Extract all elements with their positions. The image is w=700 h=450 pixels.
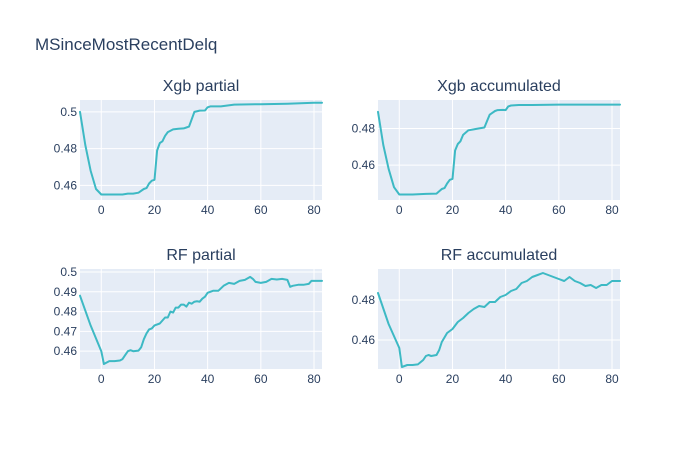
- y-tick-label: 0.47: [54, 324, 78, 338]
- y-tick-label: 0.48: [54, 142, 78, 156]
- x-tick-label: 80: [605, 203, 619, 217]
- series-line: [79, 101, 323, 196]
- plot-area: [80, 100, 322, 200]
- subplot-4: 0 20 40 60 80 0.46 0.48 RF accumulated: [352, 247, 621, 386]
- plot-area: [80, 269, 322, 369]
- subplot-1: 0 20 40 60 80 0.46 0.48 0.5 Xgb partial: [54, 78, 323, 217]
- x-tick-label: 60: [552, 203, 566, 217]
- subplot-title: Xgb accumulated: [437, 78, 561, 95]
- x-tick-label: 20: [446, 372, 460, 386]
- figure-title: MSinceMostRecentDelq: [35, 35, 217, 54]
- subplot-panels: 0 20 40 60 80 0.46 0.48 0.5 Xgb partial 0 20 40 60 80…: [54, 78, 621, 386]
- x-tick-label: 20: [148, 203, 162, 217]
- plot-area: [378, 100, 620, 200]
- x-tick-label: 60: [552, 372, 566, 386]
- y-tick-label: 0.5: [60, 265, 77, 279]
- x-tick-label: 40: [499, 203, 513, 217]
- x-tick-label: 80: [307, 203, 321, 217]
- subplot-title: RF partial: [166, 247, 235, 264]
- x-tick-label: 40: [499, 372, 513, 386]
- x-tick-label: 60: [254, 203, 268, 217]
- x-tick-label: 80: [307, 372, 321, 386]
- subplot-3: 0 20 40 60 80 0.46 0.47 0.48 0.49 0.5 RF partial: [54, 247, 323, 386]
- subplot-2: 0 20 40 60 80 0.46 0.48 Xgb accumulated: [352, 78, 621, 217]
- x-tick-label: 60: [254, 372, 268, 386]
- subplot-title: RF accumulated: [441, 247, 558, 264]
- y-tick-label: 0.46: [54, 344, 78, 358]
- x-tick-label: 80: [605, 372, 619, 386]
- series-line: [377, 272, 621, 368]
- x-tick-label: 0: [98, 372, 105, 386]
- y-tick-label: 0.46: [352, 333, 376, 347]
- y-tick-label: 0.5: [60, 105, 77, 119]
- x-tick-label: 40: [201, 372, 215, 386]
- x-tick-label: 20: [446, 203, 460, 217]
- x-tick-label: 20: [148, 372, 162, 386]
- x-tick-label: 0: [98, 203, 105, 217]
- y-tick-label: 0.48: [54, 305, 78, 319]
- y-tick-label: 0.46: [54, 178, 78, 192]
- y-tick-label: 0.49: [54, 285, 78, 299]
- y-tick-label: 0.48: [352, 293, 376, 307]
- series-line: [377, 103, 621, 196]
- series-line: [79, 275, 323, 365]
- x-tick-label: 40: [201, 203, 215, 217]
- subplot-title: Xgb partial: [163, 78, 240, 95]
- y-tick-label: 0.46: [352, 158, 376, 172]
- x-tick-label: 0: [396, 372, 403, 386]
- x-tick-label: 0: [396, 203, 403, 217]
- y-tick-label: 0.48: [352, 121, 376, 135]
- plot-area: [378, 269, 620, 369]
